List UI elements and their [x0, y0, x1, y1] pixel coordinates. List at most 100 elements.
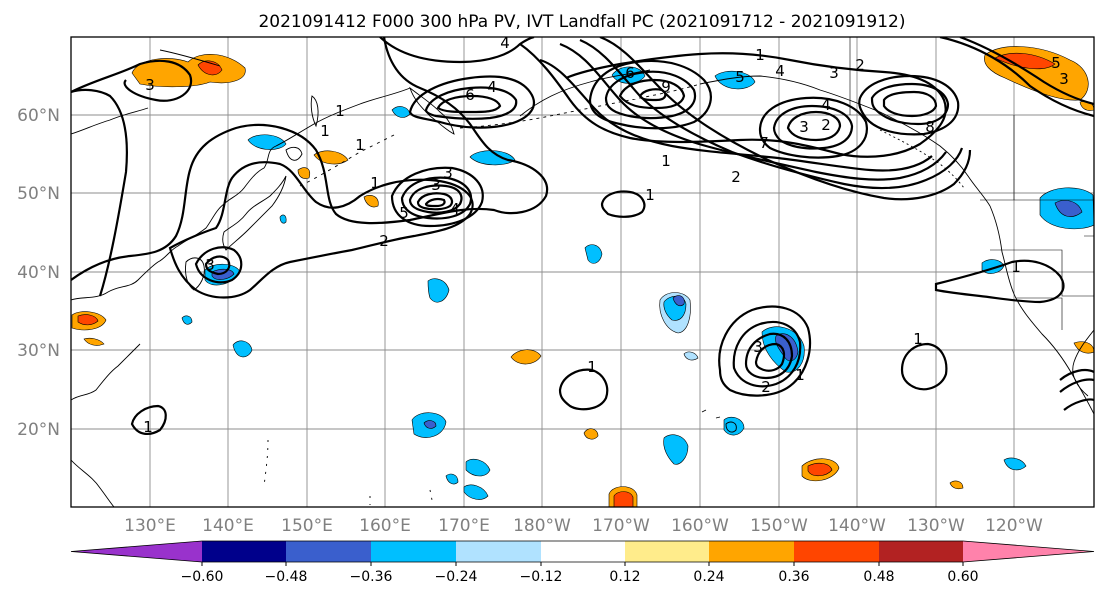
- map-border: [70, 36, 1095, 508]
- colorbar-segment: [879, 541, 963, 562]
- pv-contour: [579, 38, 964, 190]
- pv-contour: [959, 37, 1094, 106]
- colorbar-segment: [286, 541, 371, 562]
- pacific-islands: [263, 439, 433, 505]
- contour-value-label: 2: [821, 116, 831, 134]
- contour-value-label: 3: [443, 164, 453, 182]
- contour-value-label: 4: [821, 96, 831, 114]
- positive-anomaly-patch: [297, 167, 310, 179]
- colorbar-segment: [371, 541, 456, 562]
- colorbar-segment: [456, 541, 541, 562]
- positive-anomaly-patch: [949, 480, 964, 490]
- pv-contour: [618, 78, 686, 110]
- pv-contour: [408, 75, 535, 129]
- colorbar-segment: [709, 541, 794, 562]
- lon-label-170e: 170°E: [438, 516, 490, 536]
- colorbar-tick-label: 0.12: [609, 569, 640, 585]
- contour-value-label: 7: [759, 134, 769, 152]
- colorbar-segment: [202, 541, 286, 562]
- lon-label-160w: 160°W: [671, 516, 729, 536]
- negative-anomaly-patch: [672, 295, 685, 307]
- alaska-coastline: [699, 75, 991, 207]
- longitude-labels: 130°E 140°E 150°E 160°E 170°E 180°W 170°…: [124, 516, 1043, 536]
- pv-contour: [758, 96, 868, 159]
- us-state-borders: [990, 235, 1094, 330]
- asia-north-coast: [71, 49, 221, 135]
- contour-value-label: 2: [761, 378, 771, 396]
- pv-contour: [786, 110, 842, 142]
- lon-label-170w: 170°W: [592, 516, 650, 536]
- contour-value-label: 1: [661, 152, 671, 170]
- lon-label-150e: 150°E: [281, 516, 333, 536]
- contour-value-label: 1: [755, 46, 765, 64]
- contour-value-label: 1: [795, 366, 805, 384]
- colorbar-segment: [541, 541, 625, 562]
- contour-value-label: 1: [645, 186, 655, 204]
- negative-anomaly-patch: [279, 214, 287, 224]
- colorbar-segment: [794, 541, 879, 562]
- negative-anomaly-patch: [663, 434, 689, 465]
- pv-contour: [772, 104, 854, 150]
- colorbar-tick-label: −0.12: [520, 569, 563, 585]
- contour-value-label: 1: [355, 136, 365, 154]
- positive-anomaly-patch: [77, 314, 99, 326]
- negative-anomaly-patch: [232, 340, 253, 358]
- korea-coastline: [185, 257, 205, 291]
- hawaii-islands: [701, 409, 737, 433]
- pv-contour: [870, 82, 950, 126]
- contour-value-label: 6: [625, 64, 635, 82]
- pv-contour: [416, 192, 454, 211]
- latitude-labels: 60°N 50°N 40°N 30°N 20°N: [17, 106, 60, 440]
- north-america-coastline: [1072, 329, 1094, 397]
- negative-anomaly-patch: [683, 351, 699, 361]
- contour-value-label: 3: [753, 338, 763, 356]
- negative-anomaly-patch: [211, 268, 235, 280]
- colorbar-extend-high: [963, 541, 1094, 562]
- kamchatka-coastline: [409, 86, 455, 135]
- pv-contour: [519, 43, 947, 158]
- contour-value-label: 5: [1051, 54, 1061, 72]
- contour-value-label: 1: [913, 330, 923, 348]
- contour-value-label: 1: [587, 358, 597, 376]
- lat-label-30n: 30°N: [17, 341, 60, 361]
- lon-label-130e: 130°E: [124, 516, 176, 536]
- pv-contour: [130, 404, 167, 436]
- pv-contour: [424, 197, 446, 208]
- contour-value-label: 4: [500, 34, 510, 52]
- pv-contour: [436, 94, 502, 114]
- pv-contour: [390, 166, 484, 228]
- negative-anomaly-patch: [1003, 457, 1027, 471]
- contour-value-label: 2: [731, 168, 741, 186]
- pv-contour: [194, 246, 243, 284]
- pv-contour: [400, 176, 473, 220]
- pv-contour: [754, 342, 786, 372]
- pv-contour: [558, 368, 609, 411]
- negative-anomaly-patch: [463, 484, 489, 500]
- contour-value-label: 8: [925, 118, 935, 136]
- pv-contour: [600, 190, 646, 218]
- contour-value-label: 6: [465, 86, 475, 104]
- colorbar-tick-label: 0.24: [693, 569, 724, 585]
- contour-value-label: 1: [335, 102, 345, 120]
- canada-border: [849, 37, 1094, 201]
- contour-value-label: 5: [399, 204, 409, 222]
- pv-contour: [939, 37, 1094, 118]
- pv-contour: [71, 88, 128, 297]
- pv-contour: [900, 342, 948, 391]
- pv-contour: [539, 58, 933, 172]
- pv-contour: [379, 37, 535, 64]
- pv-contour: [71, 37, 549, 281]
- contour-value-label: 1: [370, 174, 380, 192]
- pv-contour: [638, 88, 667, 102]
- asia-coastline: [71, 343, 141, 401]
- contour-value-label: 3: [145, 76, 155, 94]
- pv-contour: [408, 184, 463, 214]
- pv-contour: [934, 259, 1065, 304]
- contour-value-label: 1: [1011, 258, 1021, 276]
- pv-contour: [424, 86, 518, 120]
- lon-label-180w: 180°W: [513, 516, 571, 536]
- contour-value-label: 1: [143, 418, 153, 436]
- contour-value-label: 1: [320, 122, 330, 140]
